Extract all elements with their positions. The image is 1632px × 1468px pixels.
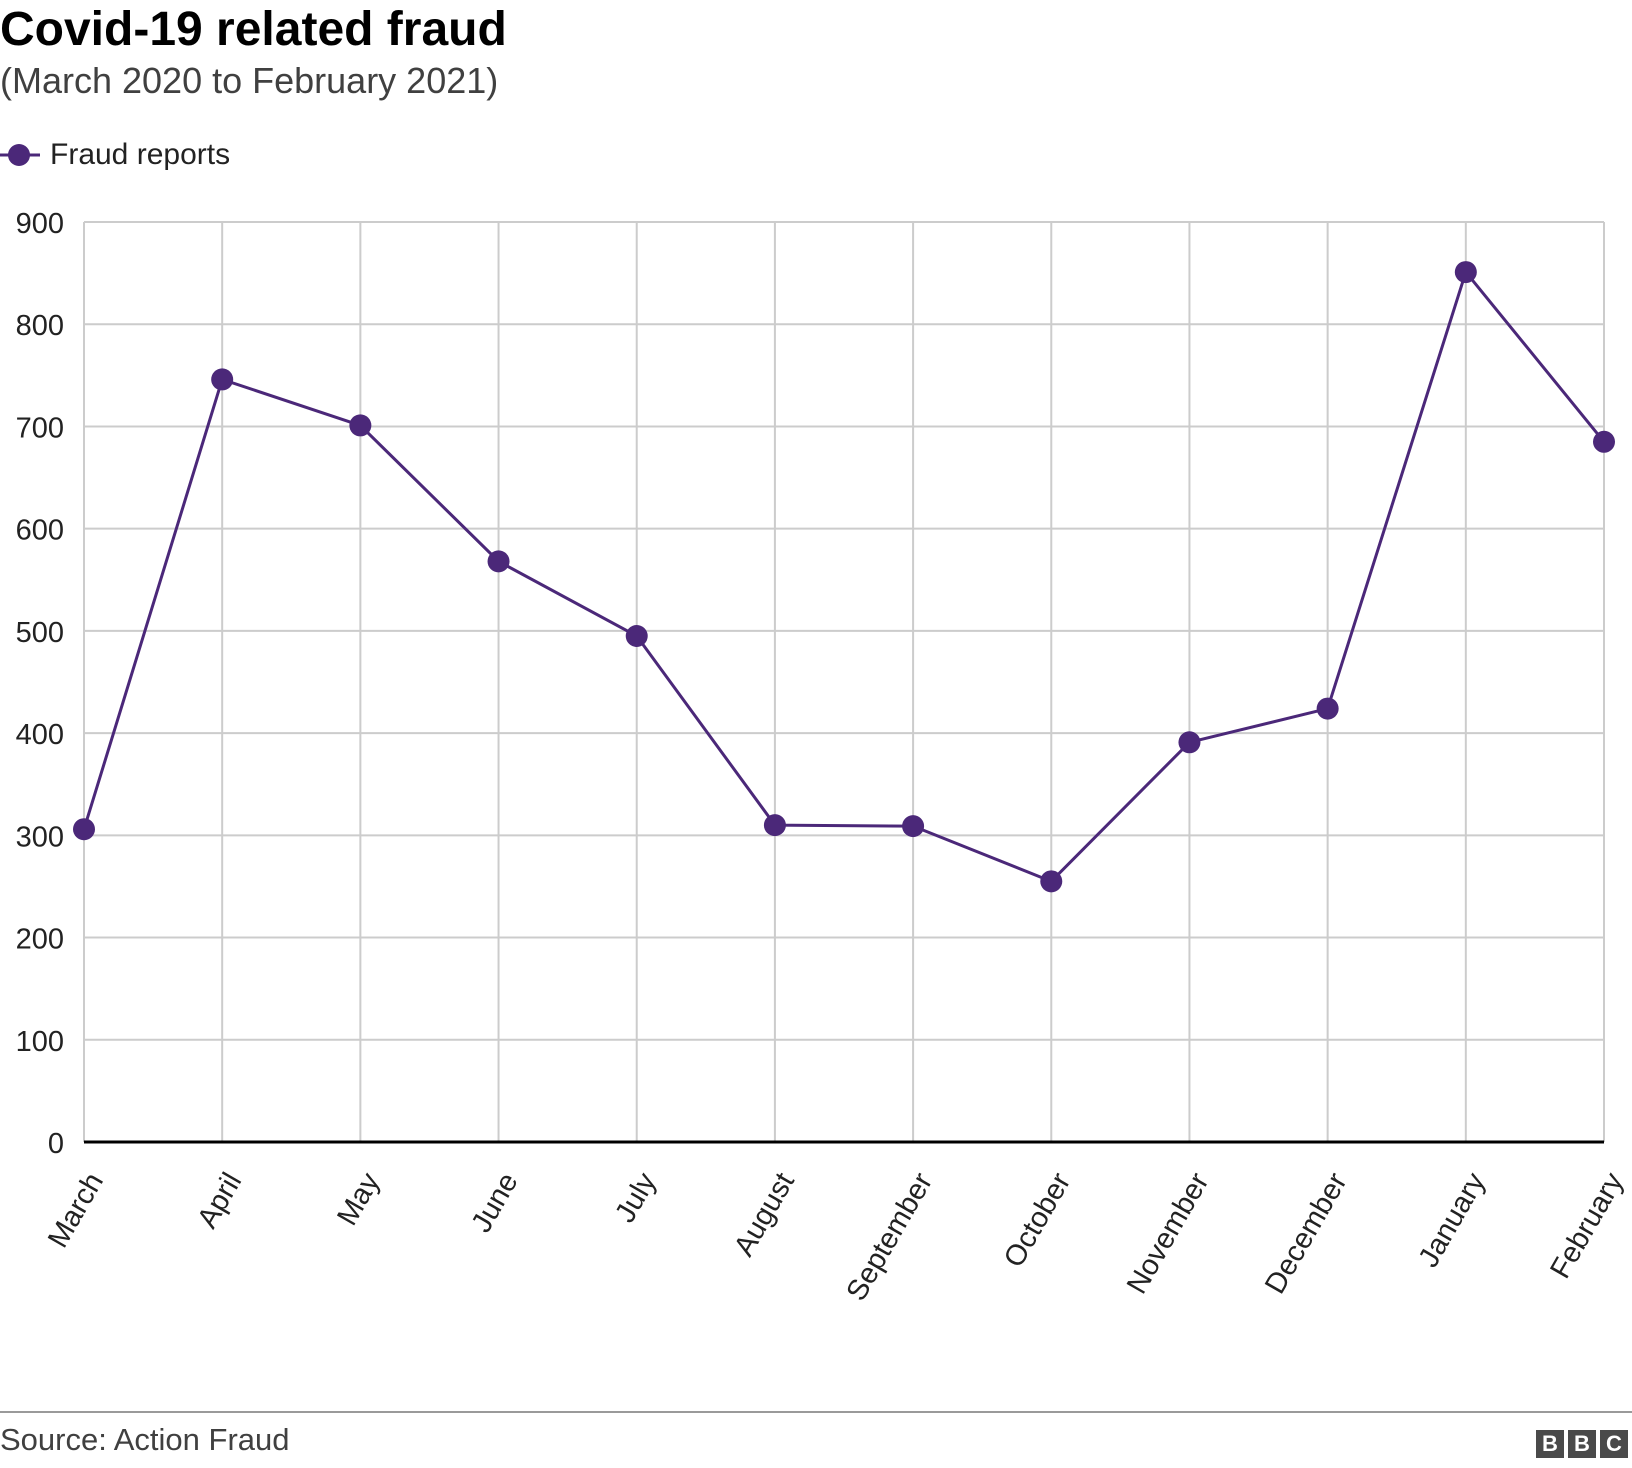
x-tick-label: September [841, 1167, 940, 1306]
y-tick-label: 900 [16, 208, 64, 240]
x-tick-label: August [728, 1168, 801, 1262]
x-tick-label: October [998, 1167, 1077, 1273]
series-fraud-reports [73, 261, 1615, 893]
y-axis: 0 100 200 300 400 500 600 700 800 900 [16, 208, 64, 1160]
y-tick-label: 700 [16, 412, 64, 444]
series-line [82, 270, 1606, 883]
data-point [1316, 697, 1339, 720]
x-tick-label: April [192, 1168, 249, 1234]
data-point [1593, 430, 1615, 453]
data-point [902, 815, 925, 838]
logo-box: C [1600, 1430, 1628, 1458]
data-point [763, 814, 786, 837]
data-point [1454, 261, 1477, 284]
data-point [625, 625, 648, 647]
x-tick-label: December [1259, 1167, 1354, 1299]
y-tick-label: 600 [16, 515, 64, 547]
x-tick-label: March [42, 1168, 110, 1254]
data-point [487, 550, 510, 573]
y-tick-label: 200 [16, 924, 64, 956]
y-tick-label: 800 [16, 310, 64, 342]
source-note: Source: Action Fraud [0, 1422, 290, 1457]
chart-subtitle: (March 2020 to February 2021) [0, 60, 499, 101]
bbc-logo: B B C [1536, 1430, 1628, 1458]
legend-marker-icon [0, 144, 40, 166]
x-tick-label: May [331, 1167, 386, 1231]
y-tick-label: 300 [16, 821, 64, 853]
y-tick-label: 400 [16, 719, 64, 751]
x-tick-label: November [1121, 1167, 1216, 1299]
y-tick-label: 500 [16, 617, 64, 649]
data-point [1178, 731, 1201, 754]
y-tick-label: 0 [48, 1128, 64, 1160]
x-tick-label: June [465, 1168, 524, 1238]
x-tick-label: February [1544, 1167, 1630, 1284]
legend-label: Fraud reports [50, 138, 231, 171]
x-axis: March April May June July August September Octo… [42, 1140, 1630, 1306]
footer-divider [0, 1411, 1632, 1413]
legend: Fraud reports [0, 135, 230, 175]
data-point [73, 818, 95, 841]
data-point [1040, 870, 1063, 893]
x-tick-label: July [609, 1167, 663, 1228]
x-tick-label: January [1413, 1167, 1493, 1273]
logo-box: B [1568, 1430, 1596, 1458]
grid-lines [83, 221, 1605, 1142]
chart-title: Covid-19 related fraud [0, 3, 507, 56]
data-point [211, 368, 234, 391]
y-tick-label: 100 [16, 1026, 64, 1058]
data-point [349, 414, 372, 437]
logo-box: B [1536, 1430, 1564, 1458]
